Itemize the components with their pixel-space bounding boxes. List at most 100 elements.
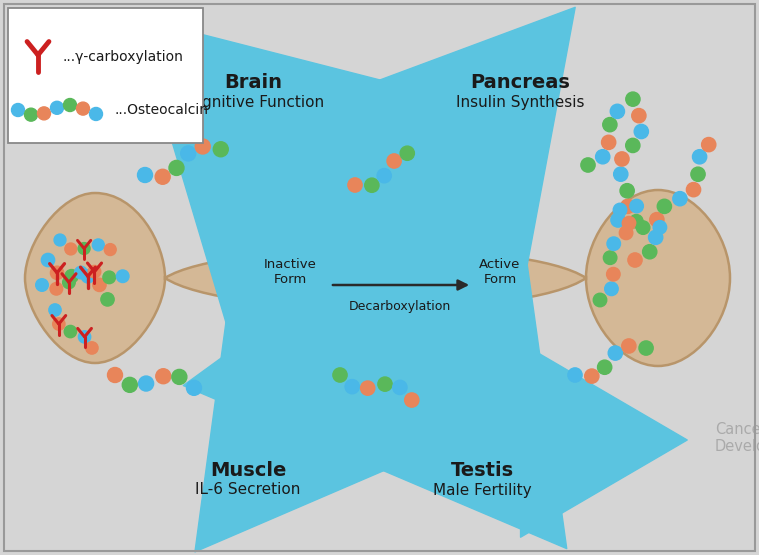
Circle shape (631, 109, 646, 123)
Circle shape (187, 380, 201, 395)
Circle shape (101, 292, 114, 306)
Circle shape (584, 369, 599, 383)
Circle shape (672, 191, 687, 206)
Circle shape (692, 150, 707, 164)
Circle shape (108, 367, 122, 382)
Circle shape (65, 270, 78, 283)
Circle shape (195, 139, 210, 154)
Circle shape (90, 108, 102, 120)
Circle shape (628, 253, 642, 267)
Circle shape (636, 221, 650, 234)
Circle shape (611, 213, 625, 227)
Circle shape (64, 99, 77, 112)
Circle shape (65, 243, 77, 255)
Circle shape (400, 146, 414, 160)
Text: Testis: Testis (450, 461, 514, 480)
Circle shape (701, 138, 716, 152)
Circle shape (622, 339, 636, 353)
Text: Inactive
Form: Inactive Form (263, 258, 317, 286)
Circle shape (615, 152, 629, 166)
Circle shape (568, 368, 582, 382)
Circle shape (639, 341, 653, 355)
Circle shape (11, 103, 24, 117)
Circle shape (648, 230, 663, 244)
Circle shape (387, 154, 402, 168)
Circle shape (625, 92, 640, 106)
Circle shape (405, 393, 419, 407)
Circle shape (122, 377, 137, 392)
Circle shape (333, 368, 347, 382)
Circle shape (610, 104, 625, 118)
Circle shape (607, 237, 620, 250)
Circle shape (613, 167, 628, 181)
Circle shape (63, 276, 75, 289)
Circle shape (691, 167, 705, 181)
Circle shape (653, 220, 666, 234)
Circle shape (78, 243, 90, 255)
Circle shape (378, 377, 392, 391)
Circle shape (93, 278, 106, 291)
Circle shape (361, 381, 375, 395)
Text: Active
Form: Active Form (480, 258, 521, 286)
Text: Pancreas: Pancreas (470, 73, 570, 92)
Circle shape (622, 216, 636, 230)
Circle shape (51, 101, 64, 114)
Circle shape (137, 168, 153, 183)
Text: ...γ-carboxylation: ...γ-carboxylation (62, 50, 183, 64)
Text: ...Osteocalcin: ...Osteocalcin (115, 103, 209, 117)
Text: Decarboxylation: Decarboxylation (349, 300, 451, 313)
Circle shape (172, 370, 187, 385)
Circle shape (602, 135, 616, 149)
Circle shape (49, 304, 61, 316)
Circle shape (650, 213, 664, 227)
Circle shape (657, 199, 672, 214)
Circle shape (213, 142, 228, 157)
PathPatch shape (25, 190, 730, 366)
Text: Cancer
Development?: Cancer Development? (715, 422, 759, 454)
Circle shape (41, 253, 55, 266)
Circle shape (603, 251, 617, 265)
Circle shape (116, 270, 129, 282)
Circle shape (608, 346, 622, 360)
Circle shape (88, 265, 101, 278)
Circle shape (181, 146, 196, 161)
Text: Male Fertility: Male Fertility (433, 482, 531, 497)
Circle shape (605, 282, 618, 296)
FancyBboxPatch shape (8, 8, 203, 143)
Circle shape (50, 266, 64, 280)
Circle shape (54, 234, 66, 246)
Circle shape (77, 102, 90, 115)
Circle shape (620, 184, 635, 198)
Circle shape (50, 282, 63, 295)
Circle shape (52, 318, 65, 330)
Text: Brain: Brain (224, 73, 282, 92)
Circle shape (24, 108, 37, 121)
Circle shape (74, 266, 87, 279)
Text: Insulin Synthesis: Insulin Synthesis (455, 94, 584, 109)
Circle shape (81, 270, 95, 283)
Circle shape (345, 380, 359, 394)
Circle shape (93, 239, 104, 251)
Circle shape (65, 325, 77, 337)
Circle shape (348, 178, 362, 192)
Circle shape (619, 226, 633, 240)
Text: Muscle: Muscle (209, 461, 286, 480)
Text: Cognitive Function: Cognitive Function (182, 94, 324, 109)
Circle shape (103, 271, 115, 284)
Circle shape (613, 203, 627, 217)
Circle shape (36, 279, 49, 291)
Circle shape (606, 268, 620, 281)
Circle shape (643, 245, 657, 259)
Circle shape (621, 199, 635, 214)
Circle shape (625, 138, 640, 153)
Circle shape (104, 244, 116, 255)
Circle shape (78, 331, 91, 343)
Circle shape (630, 199, 644, 213)
Circle shape (581, 158, 595, 172)
Circle shape (596, 150, 609, 164)
Circle shape (594, 293, 606, 307)
Circle shape (603, 118, 617, 132)
Circle shape (37, 107, 51, 120)
Text: IL-6 Secretion: IL-6 Secretion (195, 482, 301, 497)
Circle shape (635, 124, 648, 139)
